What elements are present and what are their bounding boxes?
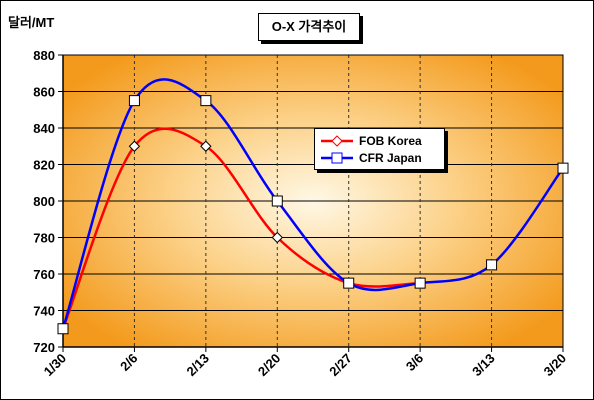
data-point-cfr-japan (128, 95, 140, 107)
legend: FOB Korea CFR Japan (314, 128, 445, 170)
x-tick-label: 3/20 (541, 351, 570, 380)
legend-label-fob-korea: FOB Korea (359, 134, 422, 148)
x-tick-label: 3/13 (469, 351, 498, 380)
y-axis-unit-label: 달러/MT (8, 15, 55, 30)
data-point-fob-korea (200, 140, 212, 152)
data-point-fob-korea (128, 140, 141, 152)
x-tick-label: 3/6 (403, 351, 426, 374)
y-tick-label: 860 (33, 85, 55, 100)
y-tick-label: 820 (33, 158, 55, 173)
y-tick-label: 840 (33, 121, 55, 136)
y-tick-label: 740 (33, 304, 55, 319)
legend-item-fob-korea: FOB Korea (319, 134, 441, 148)
y-tick-label: 800 (33, 194, 55, 209)
data-point-fob-korea (271, 231, 283, 244)
legend-item-cfr-japan: CFR Japan (319, 151, 441, 165)
y-tick-label: 780 (33, 231, 55, 246)
legend-label-cfr-japan: CFR Japan (359, 151, 422, 165)
x-tick-label: 2/20 (255, 351, 284, 380)
y-tick-label: 720 (33, 340, 55, 355)
data-point-cfr-japan (486, 259, 498, 271)
chart-title-text: O-X 가격추이 (271, 19, 347, 34)
legend-line-fob-korea (321, 135, 353, 147)
data-point-cfr-japan (414, 277, 426, 289)
y-tick-label: 880 (33, 48, 55, 63)
data-point-cfr-japan (557, 162, 569, 174)
y-tick-label: 760 (33, 267, 55, 282)
x-tick-label: 2/13 (183, 351, 212, 380)
x-tick-label: 2/27 (326, 351, 355, 380)
data-point-cfr-japan (343, 277, 355, 289)
data-point-cfr-japan (200, 95, 212, 107)
legend-line-cfr-japan (321, 152, 353, 164)
chart-title: O-X 가격추이 (258, 13, 360, 41)
data-point-cfr-japan (57, 323, 69, 335)
data-point-cfr-japan (271, 195, 283, 207)
x-tick-label: 2/6 (117, 351, 140, 374)
